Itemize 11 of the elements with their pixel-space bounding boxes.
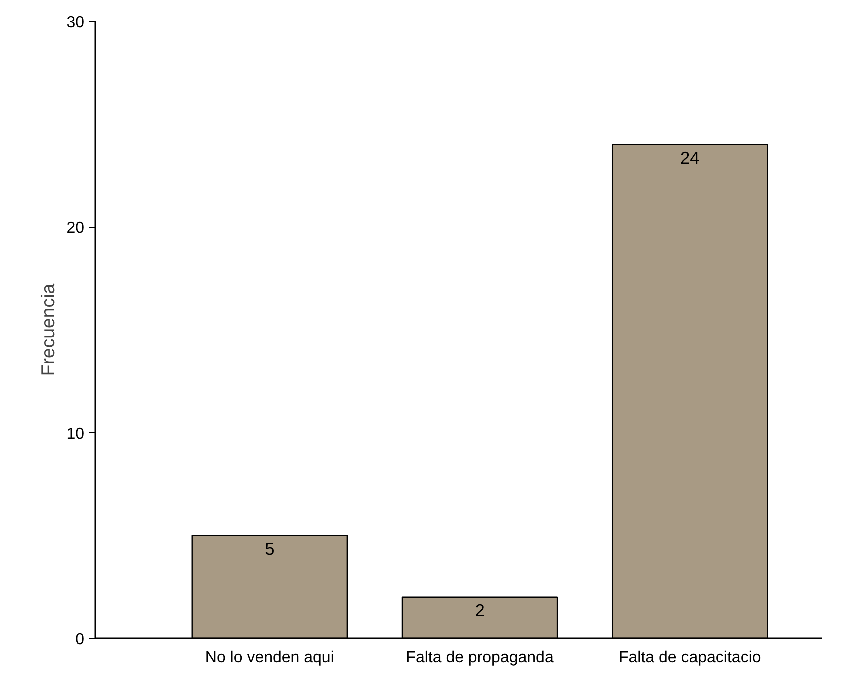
data-label: 2 (475, 600, 485, 621)
x-tick-label: Falta de capacitacio (618, 650, 762, 666)
y-axis-title: Frecuencia (38, 283, 59, 376)
data-label: 5 (265, 538, 275, 559)
y-tick-label: 20 (66, 220, 85, 238)
y-tick-label: 0 (76, 632, 85, 648)
data-label: 24 (680, 148, 700, 168)
x-tick-label: No lo venden aqui (205, 650, 334, 666)
y-tick-label: 30 (66, 14, 85, 32)
y-tick-label: 10 (66, 426, 85, 443)
x-tick-label: Falta de propaganda (406, 650, 554, 666)
